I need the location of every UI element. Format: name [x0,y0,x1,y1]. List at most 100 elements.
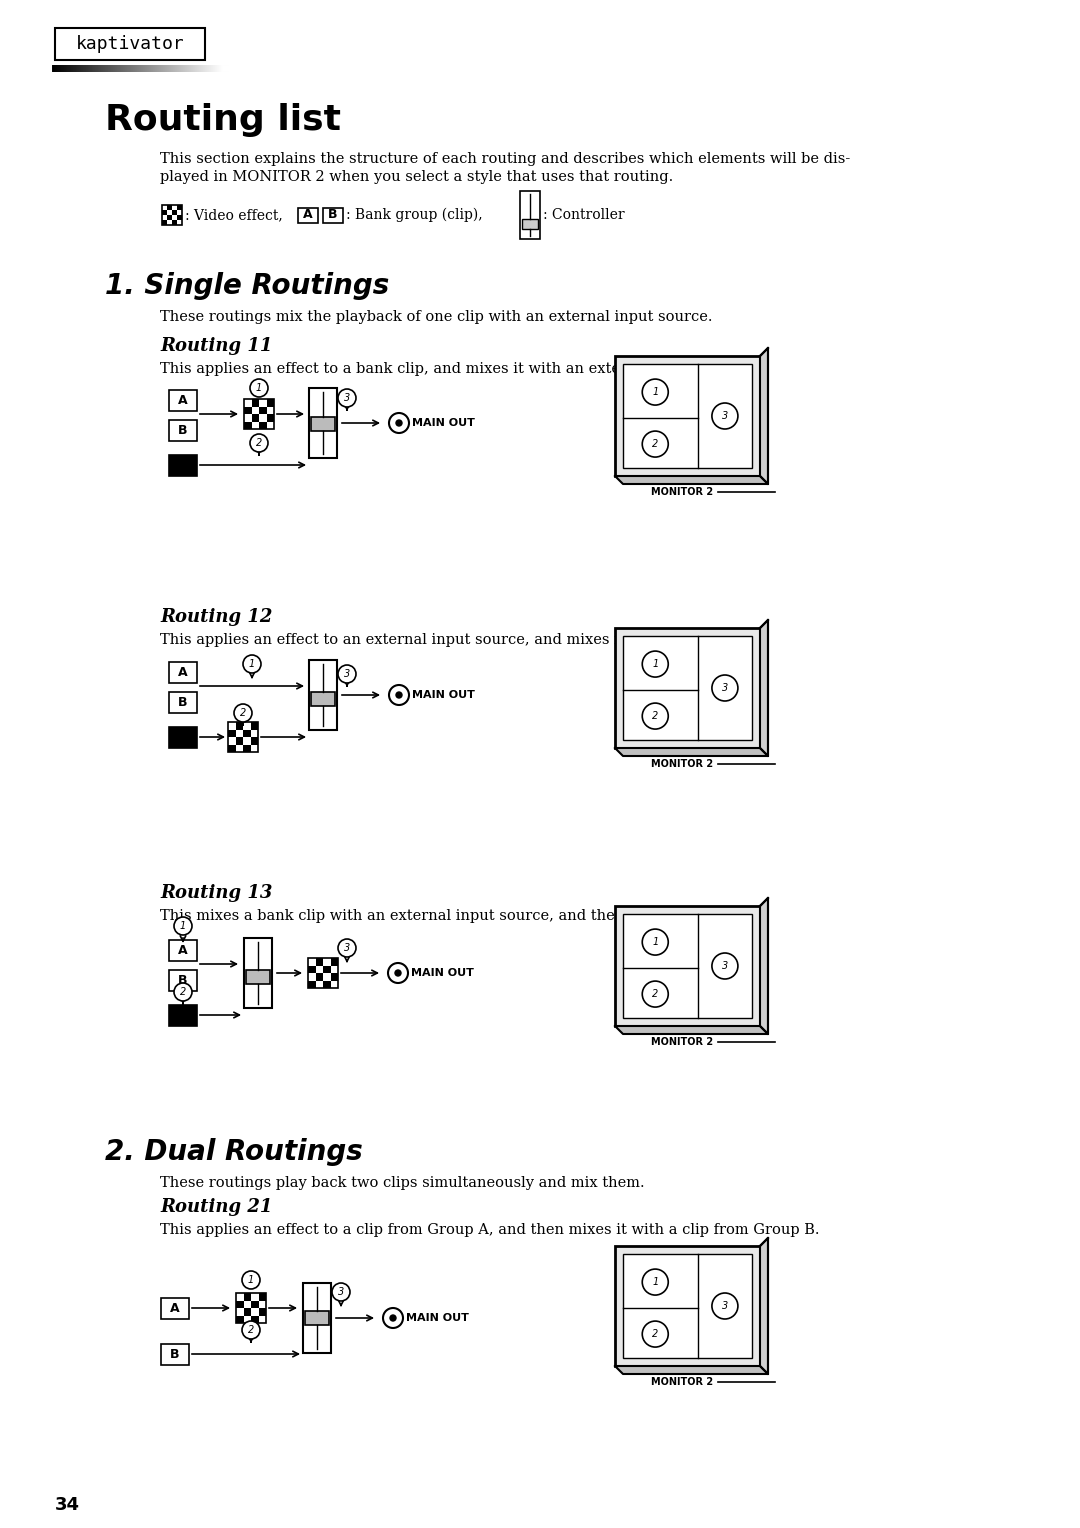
Text: 3: 3 [721,1300,728,1311]
Text: 3: 3 [343,393,350,403]
Bar [228,723,235,729]
Bar [298,208,318,223]
Circle shape [643,431,669,457]
Bar [615,628,760,749]
Text: B: B [328,208,338,222]
Text: A: A [178,394,188,406]
Bar [252,414,259,422]
Polygon shape [760,348,768,484]
Polygon shape [615,1025,768,1034]
Text: 1: 1 [652,937,659,947]
Bar [308,958,338,989]
Text: 1: 1 [652,659,659,669]
Text: B: B [171,1348,179,1360]
Text: Routing 12: Routing 12 [160,608,272,626]
Text: A: A [178,943,188,957]
Bar [237,1300,243,1308]
Text: B: B [178,973,188,987]
Text: 2: 2 [180,987,186,996]
Polygon shape [760,620,768,756]
Bar [308,973,315,981]
Bar [252,422,259,429]
Text: MAIN OUT: MAIN OUT [406,1313,469,1323]
Bar [267,399,274,406]
Bar [167,215,172,220]
Bar [623,636,752,740]
Bar [615,356,760,477]
Circle shape [712,403,738,429]
Bar [235,729,243,736]
Bar [162,220,167,225]
Circle shape [712,675,738,701]
Bar [243,1308,251,1316]
Bar [251,1308,258,1316]
Text: 1: 1 [652,1277,659,1287]
Text: 2. Dual Routings: 2. Dual Routings [105,1138,363,1166]
Bar [161,1297,189,1319]
Bar [168,420,197,440]
Bar [168,390,197,411]
Bar [315,981,323,989]
Polygon shape [615,1366,768,1374]
Bar [235,723,243,729]
Bar [243,723,251,729]
Bar [244,938,272,1008]
Bar [315,966,323,973]
Circle shape [712,953,738,979]
Bar [237,1293,243,1300]
Bar [228,729,235,736]
Text: 1. Single Routings: 1. Single Routings [105,272,389,299]
Bar [228,723,258,752]
Text: This applies an effect to a clip from Group A, and then mixes it with a clip fro: This applies an effect to a clip from Gr… [160,1222,820,1238]
Bar [243,736,251,744]
Bar [306,1311,329,1325]
Circle shape [338,390,356,406]
Bar [311,417,335,431]
Bar [251,1293,258,1300]
Bar [323,208,343,223]
Bar [259,399,267,406]
Bar [251,744,258,752]
Bar [162,205,167,209]
Bar [177,205,183,209]
Bar [55,28,205,60]
Bar [168,969,197,990]
Text: MONITOR 2: MONITOR 2 [651,1038,714,1047]
Text: 2: 2 [652,989,659,999]
Circle shape [396,420,402,426]
Text: 2: 2 [652,1329,659,1339]
Circle shape [643,651,669,677]
Bar [244,399,252,406]
Circle shape [712,1293,738,1319]
Circle shape [234,704,252,723]
Bar [235,736,243,744]
Text: 2: 2 [240,707,246,718]
Bar [168,662,197,683]
Bar [244,406,252,414]
Bar [167,220,172,225]
Text: Routing 13: Routing 13 [160,885,272,902]
Text: : Bank group (clip),: : Bank group (clip), [346,208,483,222]
Bar [323,958,330,966]
Bar [168,692,197,712]
Bar [168,454,197,475]
Bar [267,422,274,429]
Text: This applies an effect to a bank clip, and mixes it with an external input sourc: This applies an effect to a bank clip, a… [160,362,753,376]
Text: A: A [303,208,313,222]
Bar [251,1300,258,1308]
Bar [252,399,259,406]
Bar [323,966,330,973]
Text: 3: 3 [721,961,728,970]
Bar [330,966,338,973]
Text: Routing 21: Routing 21 [160,1198,272,1216]
Circle shape [643,1322,669,1348]
Circle shape [389,685,409,704]
Circle shape [390,1316,396,1322]
Bar [235,744,243,752]
Bar [244,422,252,429]
Bar [237,1293,266,1323]
Bar [259,422,267,429]
Text: 3: 3 [343,669,350,678]
Circle shape [332,1284,350,1300]
Circle shape [383,1308,403,1328]
